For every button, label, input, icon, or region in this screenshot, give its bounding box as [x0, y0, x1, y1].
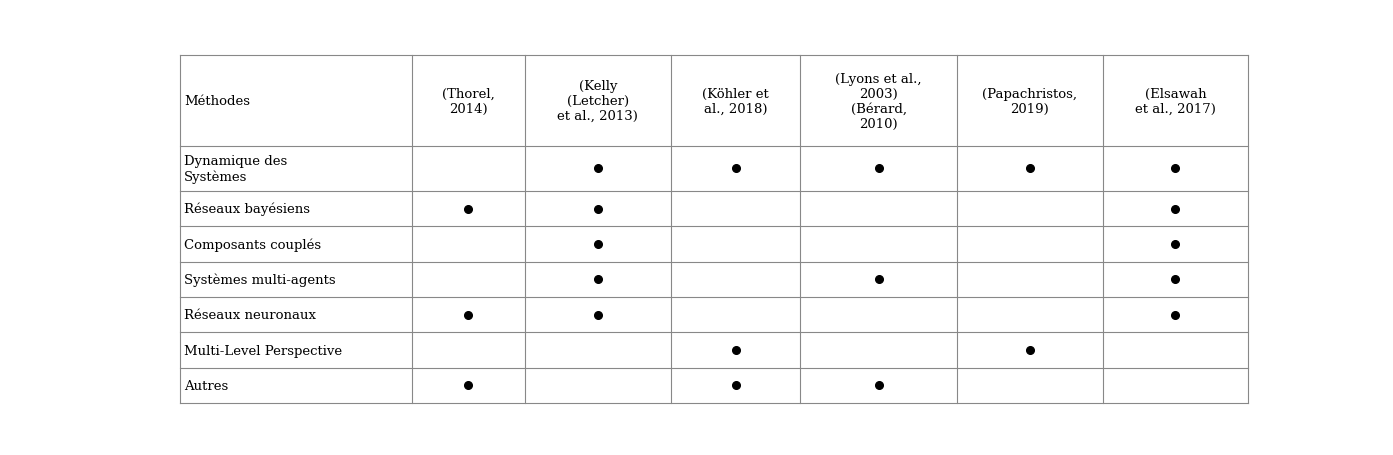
Text: Multi-Level Perspective: Multi-Level Perspective [184, 344, 341, 357]
Text: Systèmes multi-agents: Systèmes multi-agents [184, 273, 336, 287]
Text: (Elsawah
et al., 2017): (Elsawah et al., 2017) [1135, 87, 1216, 116]
Text: Autres: Autres [184, 379, 228, 392]
Text: Réseaux bayésiens: Réseaux bayésiens [184, 202, 309, 216]
Text: (Köhler et
al., 2018): (Köhler et al., 2018) [702, 87, 769, 116]
Text: (Thorel,
2014): (Thorel, 2014) [442, 87, 495, 116]
Text: Dynamique des
Systèmes: Dynamique des Systèmes [184, 155, 287, 183]
Text: Réseaux neuronaux: Réseaux neuronaux [184, 308, 316, 322]
Text: (Kelly
(Letcher)
et al., 2013): (Kelly (Letcher) et al., 2013) [557, 80, 638, 123]
Text: Composants couplés: Composants couplés [184, 238, 320, 251]
Text: Méthodes: Méthodes [184, 95, 249, 108]
Text: (Lyons et al.,
2003)
(Bérard,
2010): (Lyons et al., 2003) (Bérard, 2010) [836, 72, 922, 131]
Text: (Papachristos,
2019): (Papachristos, 2019) [982, 87, 1077, 116]
